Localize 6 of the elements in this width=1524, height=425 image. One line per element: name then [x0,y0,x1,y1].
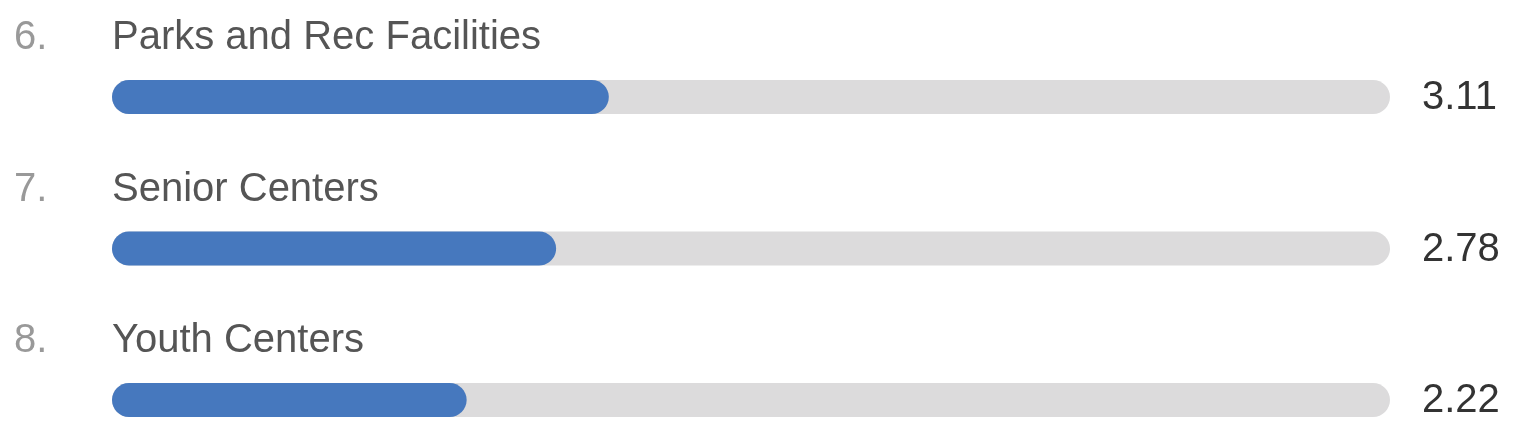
data-label: 2.22 [1422,376,1500,420]
category-label: 8. Youth Centers [14,316,365,360]
data-label: 3.11 [1422,73,1497,117]
data-label: 2.78 [1422,224,1500,269]
category-label: 7. Senior Centers [14,164,379,209]
category-label: 6. Parks and Rec Facilities [14,13,542,57]
